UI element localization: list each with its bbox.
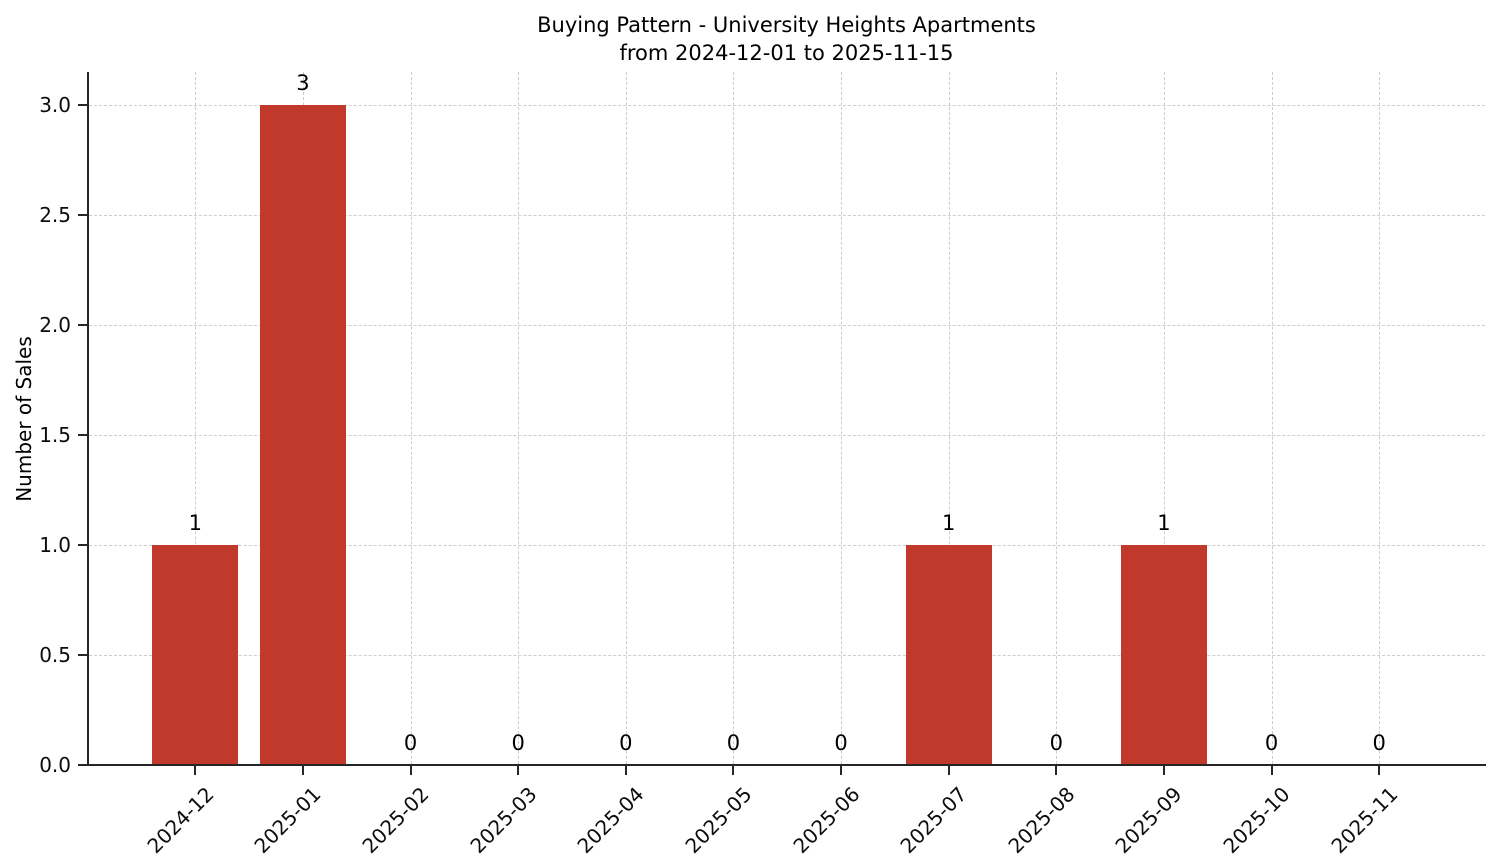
x-tick-mark (1162, 766, 1165, 775)
x-tick-mark (194, 766, 197, 775)
x-tick-mark (732, 766, 735, 775)
y-tick-label: 0.5 (39, 643, 71, 667)
bar (259, 105, 346, 764)
gridline-horizontal (89, 105, 1485, 106)
gridline-vertical (195, 72, 197, 764)
chart-title-line1: Buying Pattern - University Heights Apar… (537, 13, 1036, 37)
x-tick-mark (1055, 766, 1058, 775)
y-tick-mark (78, 214, 87, 216)
x-tick-label: 2025-10 (1218, 782, 1295, 859)
y-axis-label: Number of Sales (12, 336, 36, 502)
bar-value-label: 1 (188, 511, 202, 535)
x-tick-label: 2025-05 (680, 782, 757, 859)
bar-value-label: 3 (296, 71, 310, 95)
x-tick-label: 2025-06 (787, 782, 865, 859)
x-tick-label: 2025-01 (249, 782, 326, 859)
gridline-vertical (1163, 72, 1165, 764)
gridline-vertical (1056, 72, 1058, 764)
y-tick-label: 1.5 (39, 423, 71, 447)
x-tick-mark (947, 766, 950, 775)
y-tick-mark (78, 434, 87, 436)
gridline-horizontal (89, 545, 1485, 546)
gridline-vertical (410, 72, 412, 764)
gridline-vertical (1271, 72, 1273, 764)
bar-value-label: 0 (1264, 731, 1279, 755)
gridline-vertical (841, 72, 843, 764)
y-tick-mark (78, 544, 87, 546)
gridline-vertical (518, 72, 520, 764)
x-tick-mark (1378, 766, 1381, 775)
chart-title-line2: from 2024-12-01 to 2025-11-15 (619, 41, 954, 65)
y-tick-mark (78, 764, 87, 766)
bar-value-label: 0 (1049, 731, 1064, 755)
y-tick-mark (78, 104, 87, 106)
y-tick-label: 2.0 (39, 313, 71, 337)
gridline-vertical (1379, 72, 1381, 764)
x-tick-label: 2025-02 (357, 782, 434, 859)
chart-title: Buying Pattern - University Heights Apar… (88, 11, 1485, 67)
x-tick-label: 2025-08 (1003, 782, 1080, 859)
gridline-horizontal (89, 325, 1485, 326)
gridline-vertical (625, 72, 627, 764)
gridline-vertical (948, 72, 950, 764)
x-tick-mark (517, 766, 520, 775)
bar (152, 545, 239, 764)
bar (905, 545, 992, 764)
y-tick-mark (78, 324, 87, 326)
y-axis-line (87, 72, 89, 766)
bar-value-label: 0 (834, 731, 848, 755)
y-tick-label: 2.5 (39, 203, 71, 227)
gridline-horizontal (89, 215, 1485, 216)
bar-value-label: 0 (1372, 731, 1386, 755)
x-tick-label: 2025-04 (572, 782, 649, 859)
x-tick-mark (840, 766, 843, 775)
x-tick-mark (409, 766, 412, 775)
bar-value-label: 1 (1157, 511, 1171, 535)
y-tick-label: 1.0 (39, 533, 71, 557)
x-tick-label: 2025-09 (1110, 782, 1187, 859)
x-tick-label: 2025-11 (1326, 782, 1403, 859)
gridline-vertical (733, 72, 735, 764)
bar-value-label: 1 (942, 511, 956, 535)
bar-value-label: 0 (403, 731, 418, 755)
x-tick-mark (624, 766, 627, 775)
bar (1120, 545, 1207, 764)
y-tick-label: 0.0 (39, 753, 71, 777)
bar-value-label: 0 (619, 731, 633, 755)
y-tick-label: 3.0 (39, 93, 71, 117)
gridline-horizontal (89, 435, 1485, 436)
x-tick-label: 2025-03 (465, 782, 542, 859)
x-tick-label: 2025-07 (895, 782, 972, 859)
x-tick-label: 2024-12 (142, 782, 219, 859)
y-tick-mark (78, 654, 87, 656)
bar-value-label: 0 (726, 731, 741, 755)
bar-value-label: 0 (511, 731, 525, 755)
x-tick-mark (1270, 766, 1273, 775)
x-axis-line (87, 764, 1486, 766)
gridline-horizontal (89, 655, 1485, 656)
x-tick-mark (301, 766, 304, 775)
